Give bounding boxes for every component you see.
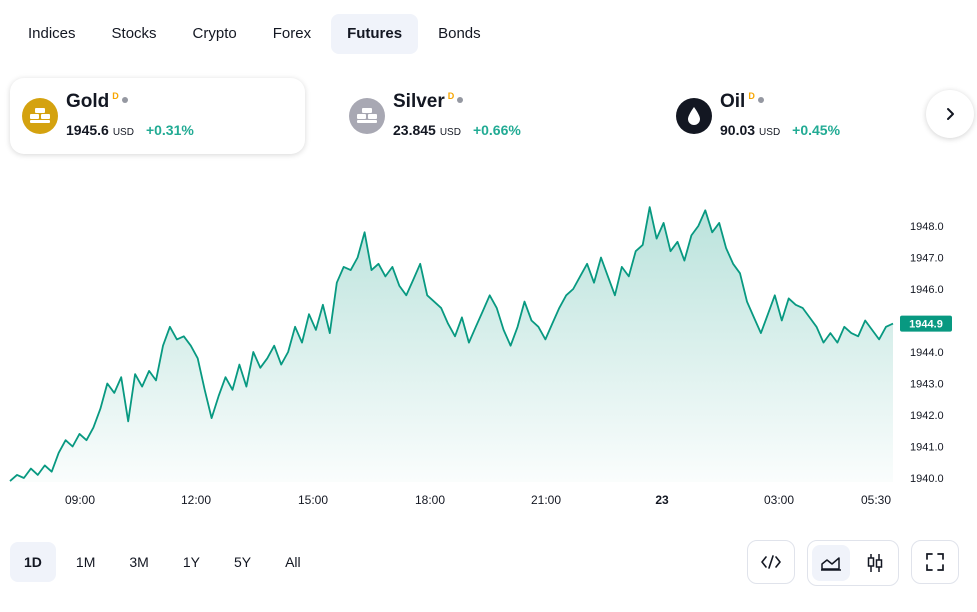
area-chart-icon	[821, 557, 841, 571]
embed-button[interactable]	[747, 540, 795, 584]
x-tick-label: 15:00	[298, 493, 328, 507]
gold-bars-icon	[22, 98, 58, 134]
candles-icon	[867, 554, 883, 572]
status-dot	[757, 97, 764, 103]
tab-bonds[interactable]: Bonds	[438, 25, 481, 42]
range-all[interactable]: All	[285, 554, 301, 570]
card-gold[interactable]: Gold D 1945.6 USD +0.31%	[10, 78, 305, 154]
oil-drop-icon	[676, 98, 712, 134]
status-dot	[457, 97, 464, 103]
x-tick-label: 12:00	[181, 493, 211, 507]
x-tick-label: 03:00	[764, 493, 794, 507]
card-change: +0.66%	[472, 122, 521, 138]
delay-badge: D	[447, 91, 455, 101]
card-silver[interactable]: Silver D 23.845 USD +0.66%	[337, 78, 632, 154]
tab-futures[interactable]: Futures	[331, 14, 419, 54]
x-tick-label: 09:00	[65, 493, 95, 507]
card-currency: USD	[112, 127, 134, 138]
x-tick-label: 21:00	[531, 493, 561, 507]
chevron-right-icon	[947, 108, 954, 120]
range-1y[interactable]: 1Y	[182, 554, 200, 570]
y-tick-label: 1948.0	[910, 221, 944, 233]
y-tick-label: 1941.0	[910, 442, 944, 454]
tab-stocks[interactable]: Stocks	[111, 25, 157, 42]
y-tick-label: 1940.0	[910, 473, 944, 485]
range-5y[interactable]: 5Y	[233, 554, 252, 570]
delay-badge: D	[112, 91, 119, 101]
card-name: Gold	[66, 91, 110, 112]
card-name: Silver	[393, 91, 445, 112]
card-oil[interactable]: Oil D 90.03 USD +0.45%	[664, 78, 914, 154]
range-1m[interactable]: 1M	[75, 554, 96, 570]
tab-indices[interactable]: Indices	[28, 25, 76, 42]
chart-style-toggle	[807, 540, 899, 586]
price-line	[9, 206, 894, 482]
market-tabs: Indices Stocks Crypto Forex Futures Bond…	[12, 14, 497, 54]
card-currency: USD	[759, 127, 781, 138]
range-selector: 1D 1M 3M 1Y 5Y All	[10, 542, 315, 582]
card-name: Oil	[720, 91, 746, 112]
tab-crypto[interactable]: Crypto	[192, 25, 237, 42]
last-price-badge	[900, 315, 952, 332]
fullscreen-icon	[926, 553, 944, 571]
y-tick-label: 1946.0	[910, 284, 944, 296]
card-price: 90.03	[720, 122, 756, 138]
fullscreen-button[interactable]	[911, 540, 959, 584]
x-tick-label: 18:00	[415, 493, 445, 507]
status-dot	[121, 97, 128, 103]
embed-code-icon	[761, 555, 781, 569]
tab-forex[interactable]: Forex	[272, 25, 312, 42]
candles-style-button[interactable]	[856, 545, 894, 581]
price-chart[interactable]: 09:00 12:00 15:00 18:00 21:00 23 03:00 05:30 19…	[0, 180, 977, 520]
silver-bars-icon	[349, 98, 385, 134]
card-price: 23.845	[393, 122, 436, 138]
next-cards-button[interactable]	[926, 90, 974, 138]
x-tick-label: 05:30	[861, 493, 891, 507]
range-3m[interactable]: 3M	[129, 554, 149, 570]
y-tick-label: 1944.0	[910, 347, 944, 359]
range-1d[interactable]: 1D	[10, 542, 56, 582]
delay-badge: D	[748, 91, 755, 101]
x-tick-label: 23	[655, 493, 669, 507]
card-change: +0.45%	[792, 122, 841, 138]
symbol-cards: Gold D 1945.6 USD +0.31% Silver D 23.845 USD +…	[10, 78, 970, 156]
card-change: +0.31%	[145, 122, 194, 138]
y-tick-label: 1942.0	[910, 410, 944, 422]
last-price-label: 1944.9	[909, 319, 943, 331]
card-price: 1945.6	[66, 122, 109, 138]
y-tick-label: 1943.0	[910, 379, 944, 391]
y-tick-label: 1947.0	[910, 253, 944, 265]
area-style-button[interactable]	[812, 545, 850, 581]
card-currency: USD	[439, 127, 461, 138]
price-area	[10, 207, 893, 482]
